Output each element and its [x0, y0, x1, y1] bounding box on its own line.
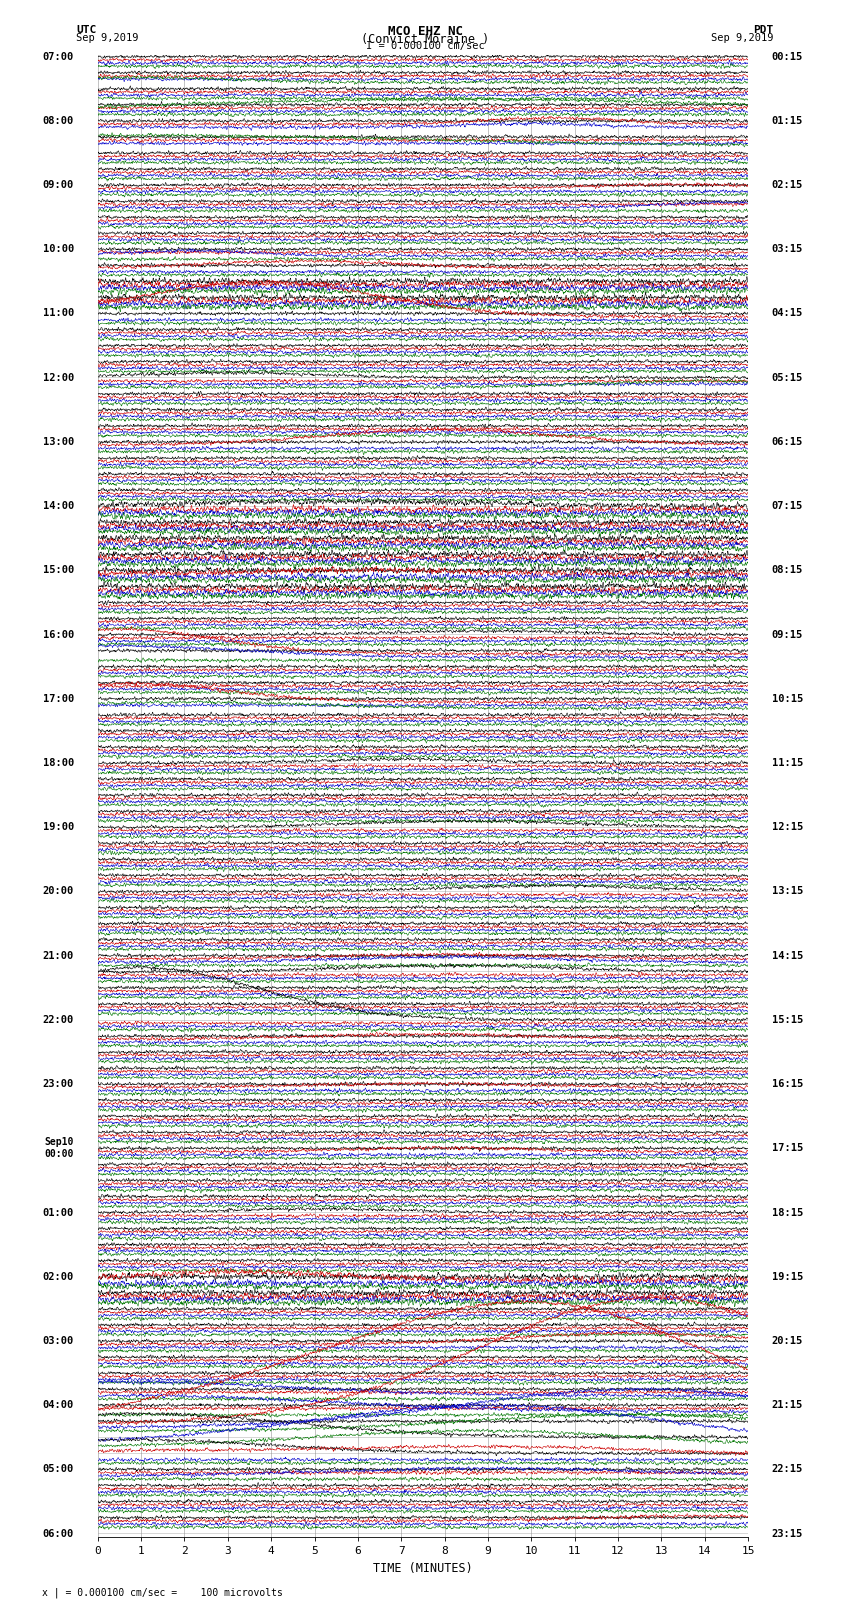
Text: 14:00: 14:00 — [42, 502, 74, 511]
Text: 05:00: 05:00 — [42, 1465, 74, 1474]
Text: 16:15: 16:15 — [772, 1079, 803, 1089]
Text: 15:00: 15:00 — [42, 566, 74, 576]
Text: 06:00: 06:00 — [42, 1529, 74, 1539]
Text: 17:00: 17:00 — [42, 694, 74, 703]
Text: 08:15: 08:15 — [772, 566, 803, 576]
Text: 19:00: 19:00 — [42, 823, 74, 832]
Text: 16:00: 16:00 — [42, 629, 74, 640]
Text: 07:00: 07:00 — [42, 52, 74, 61]
Text: 01:15: 01:15 — [772, 116, 803, 126]
Text: 04:15: 04:15 — [772, 308, 803, 318]
Text: 00:15: 00:15 — [772, 52, 803, 61]
Text: 03:00: 03:00 — [42, 1336, 74, 1345]
Text: PDT: PDT — [753, 24, 774, 35]
Text: 15:15: 15:15 — [772, 1015, 803, 1024]
Text: UTC: UTC — [76, 24, 97, 35]
Text: (Convict Moraine ): (Convict Moraine ) — [361, 32, 489, 47]
Text: 02:15: 02:15 — [772, 181, 803, 190]
Text: 13:15: 13:15 — [772, 887, 803, 897]
Text: 13:00: 13:00 — [42, 437, 74, 447]
Text: 14:15: 14:15 — [772, 950, 803, 961]
Text: 08:00: 08:00 — [42, 116, 74, 126]
Text: I = 0.000100 cm/sec: I = 0.000100 cm/sec — [366, 40, 484, 52]
X-axis label: TIME (MINUTES): TIME (MINUTES) — [373, 1561, 473, 1574]
Text: Sep 9,2019: Sep 9,2019 — [711, 32, 774, 44]
Text: 05:15: 05:15 — [772, 373, 803, 382]
Text: 04:00: 04:00 — [42, 1400, 74, 1410]
Text: 09:00: 09:00 — [42, 181, 74, 190]
Text: x | = 0.000100 cm/sec =    100 microvolts: x | = 0.000100 cm/sec = 100 microvolts — [42, 1587, 283, 1598]
Text: Sep10: Sep10 — [44, 1137, 74, 1147]
Text: 20:15: 20:15 — [772, 1336, 803, 1345]
Text: 21:15: 21:15 — [772, 1400, 803, 1410]
Text: 10:00: 10:00 — [42, 244, 74, 255]
Text: 09:15: 09:15 — [772, 629, 803, 640]
Text: 19:15: 19:15 — [772, 1271, 803, 1282]
Text: 10:15: 10:15 — [772, 694, 803, 703]
Text: 06:15: 06:15 — [772, 437, 803, 447]
Text: 17:15: 17:15 — [772, 1144, 803, 1153]
Text: 03:15: 03:15 — [772, 244, 803, 255]
Text: MCO EHZ NC: MCO EHZ NC — [388, 24, 462, 39]
Text: 23:15: 23:15 — [772, 1529, 803, 1539]
Text: 12:15: 12:15 — [772, 823, 803, 832]
Text: 11:00: 11:00 — [42, 308, 74, 318]
Text: 01:00: 01:00 — [42, 1208, 74, 1218]
Text: 18:00: 18:00 — [42, 758, 74, 768]
Text: 11:15: 11:15 — [772, 758, 803, 768]
Text: 22:00: 22:00 — [42, 1015, 74, 1024]
Text: 23:00: 23:00 — [42, 1079, 74, 1089]
Text: 18:15: 18:15 — [772, 1208, 803, 1218]
Text: Sep 9,2019: Sep 9,2019 — [76, 32, 139, 44]
Text: 22:15: 22:15 — [772, 1465, 803, 1474]
Text: 00:00: 00:00 — [44, 1150, 74, 1160]
Text: 02:00: 02:00 — [42, 1271, 74, 1282]
Text: 20:00: 20:00 — [42, 887, 74, 897]
Text: 07:15: 07:15 — [772, 502, 803, 511]
Text: 21:00: 21:00 — [42, 950, 74, 961]
Text: 12:00: 12:00 — [42, 373, 74, 382]
